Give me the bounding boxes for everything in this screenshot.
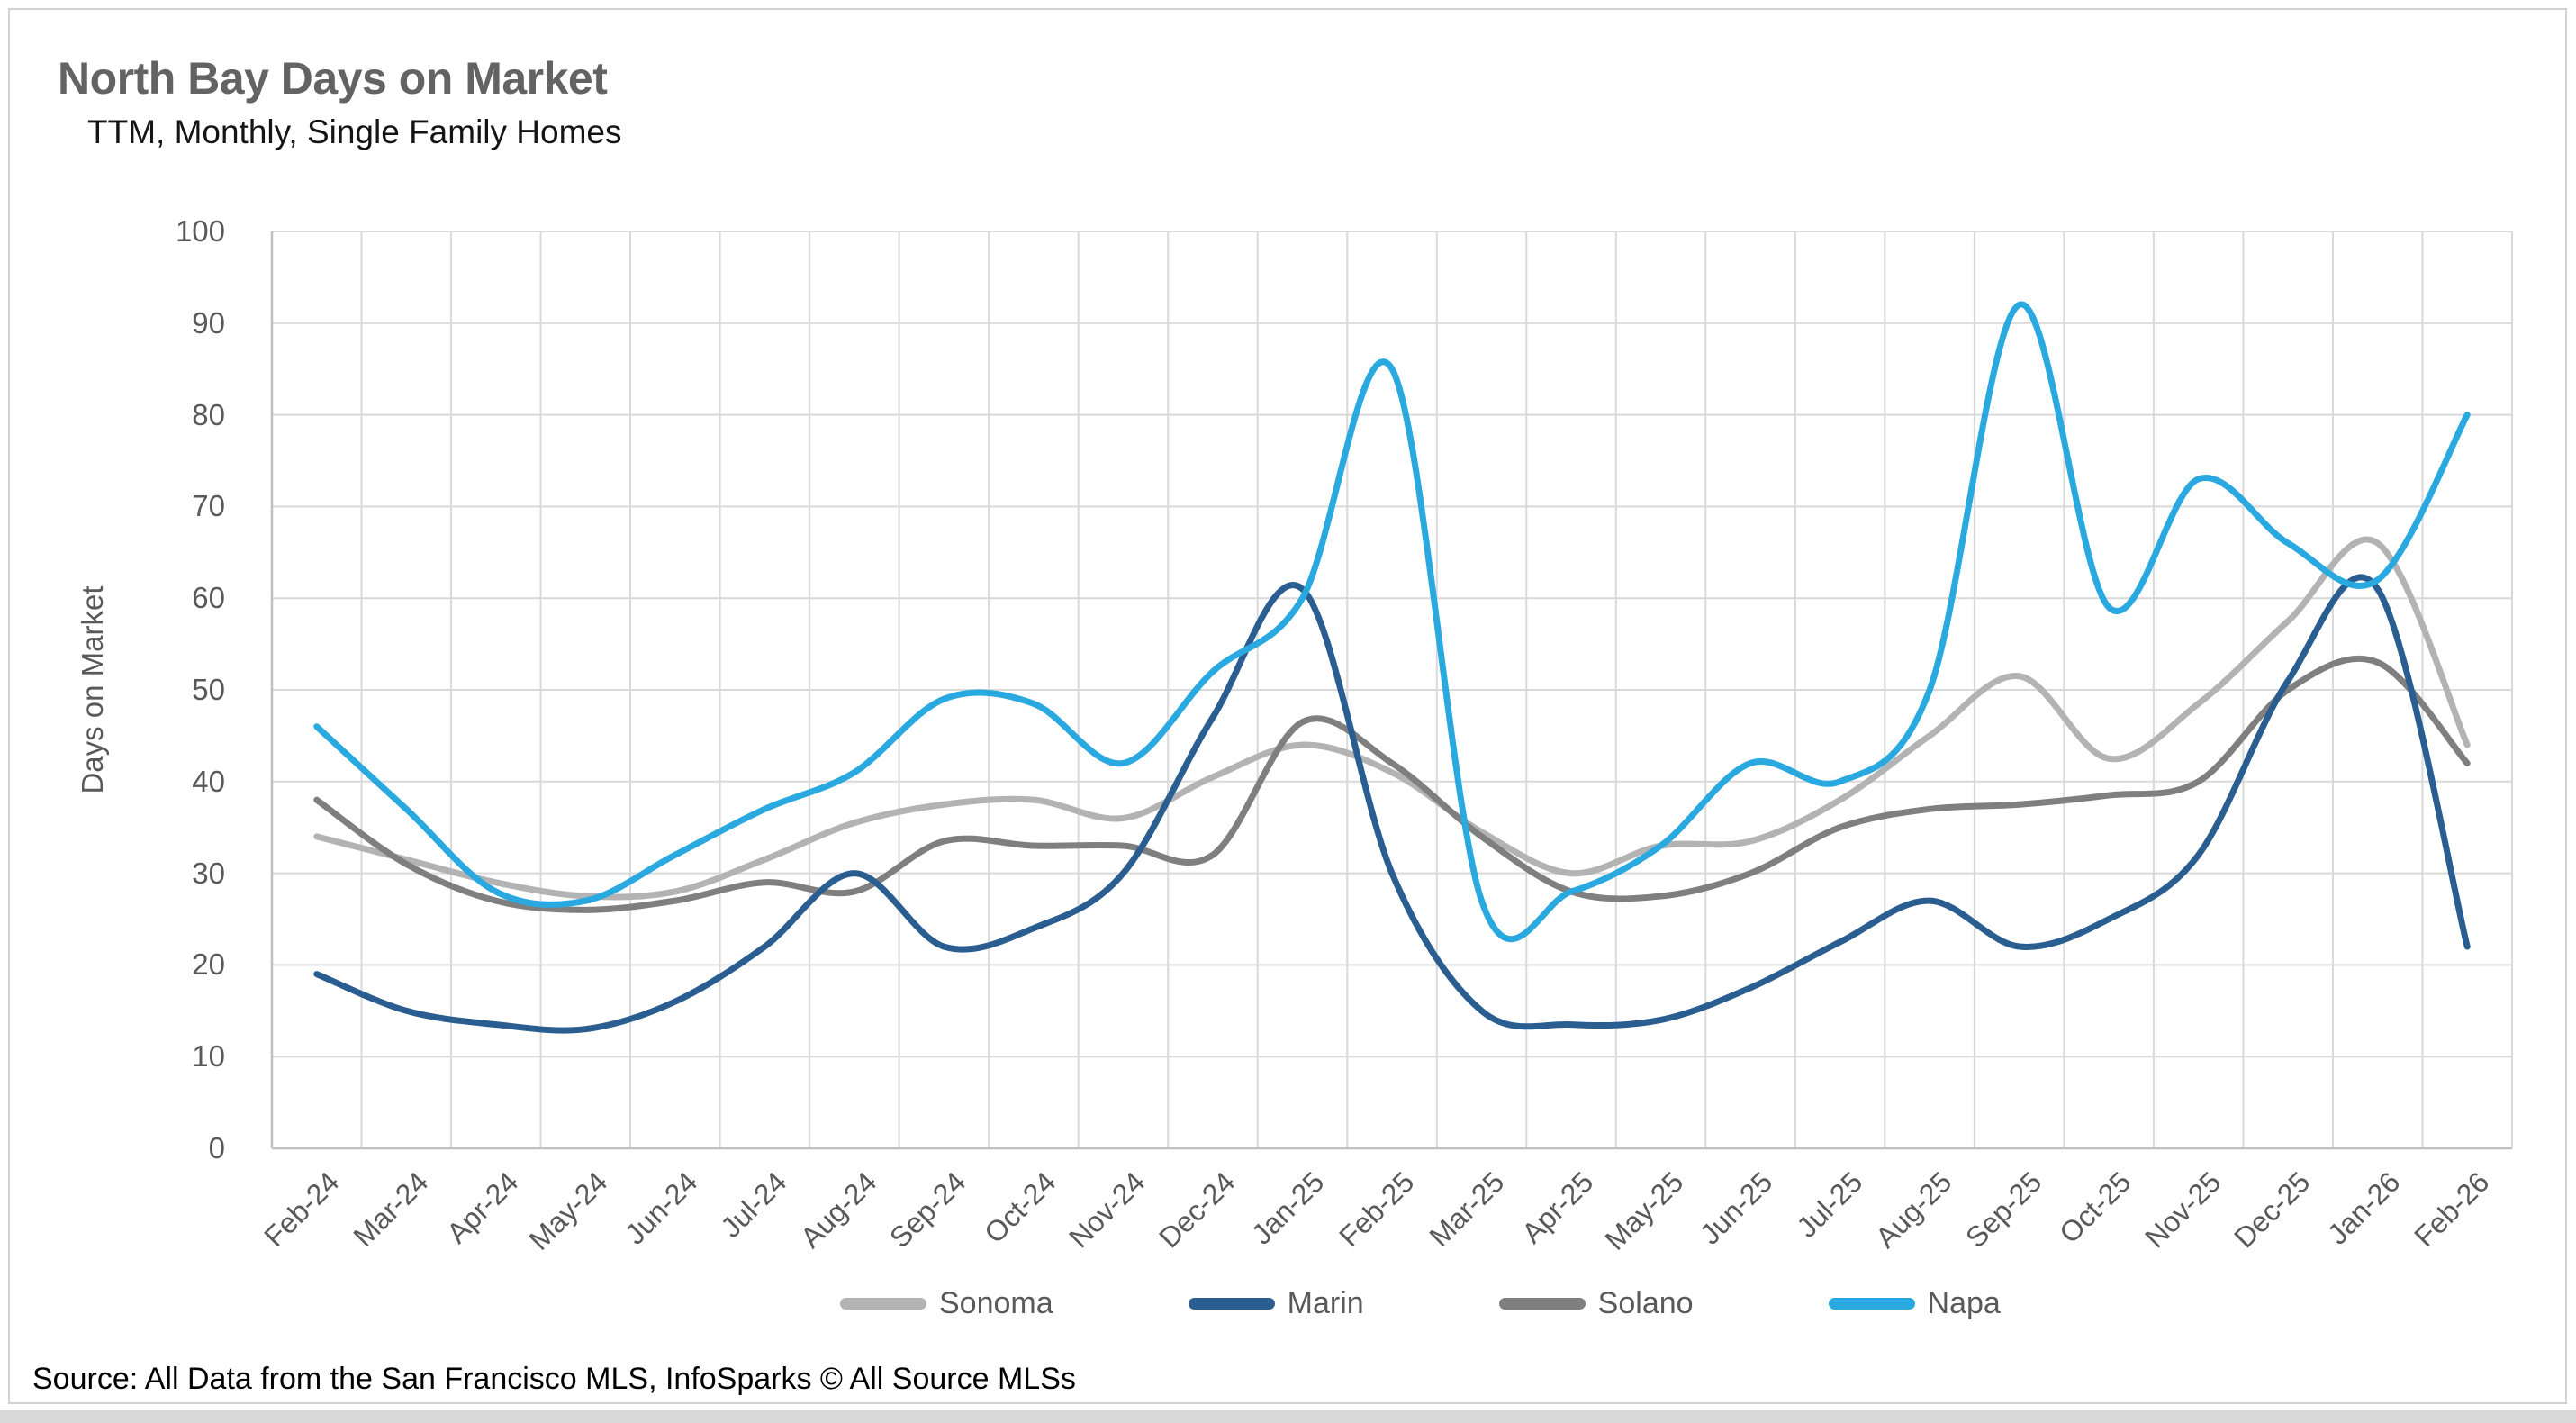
- y-tick-label: 0: [208, 1131, 225, 1165]
- legend-label: Sonoma: [939, 1286, 1053, 1320]
- series-line-marin: [313, 574, 2471, 1034]
- legend-swatch-napa: [1828, 1298, 1915, 1310]
- source-note: Source: All Data from the San Francisco …: [32, 1362, 1076, 1396]
- y-tick-label: 70: [192, 489, 225, 523]
- legend-label: Marin: [1287, 1286, 1364, 1320]
- series-line-sonoma: [313, 536, 2471, 901]
- y-tick-label: 50: [192, 673, 225, 706]
- y-tick-label: 20: [192, 947, 225, 982]
- legend-item-napa: Napa: [1828, 1286, 2001, 1321]
- legend-label: Solano: [1597, 1286, 1694, 1320]
- legend-item-sonoma: Sonoma: [840, 1286, 1053, 1321]
- legend-item-marin: Marin: [1188, 1286, 1364, 1321]
- legend-swatch-marin: [1188, 1298, 1275, 1310]
- chart-title: North Bay Days on Market: [58, 53, 608, 104]
- legend-swatch-sonoma: [840, 1298, 926, 1310]
- legend-label: Napa: [1927, 1286, 2001, 1320]
- legend-item-solano: Solano: [1498, 1286, 1694, 1321]
- series-line-solano: [313, 655, 2471, 913]
- series-line-napa: [313, 301, 2471, 943]
- y-tick-label: 100: [175, 214, 225, 248]
- y-tick-label: 60: [192, 581, 225, 615]
- y-tick-label: 10: [192, 1039, 225, 1074]
- y-tick-label: 80: [192, 397, 225, 431]
- y-tick-label: 90: [192, 305, 225, 340]
- y-tick-label: 40: [192, 764, 225, 798]
- y-tick-label: 30: [192, 856, 225, 890]
- chart-legend: Sonoma Marin Solano Napa: [840, 1286, 2001, 1321]
- chart-subtitle: TTM, Monthly, Single Family Homes: [87, 113, 622, 150]
- legend-swatch-solano: [1498, 1298, 1586, 1310]
- window-bottom-edge: [0, 1410, 2576, 1423]
